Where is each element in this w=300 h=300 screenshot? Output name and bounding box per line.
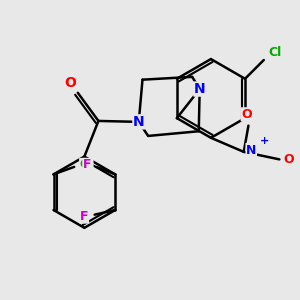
Text: N: N — [194, 82, 206, 96]
Text: N: N — [133, 115, 145, 129]
Text: +: + — [260, 136, 269, 146]
Text: O: O — [64, 76, 76, 90]
Text: -: - — [299, 143, 300, 157]
Text: O: O — [241, 108, 252, 121]
Text: Cl: Cl — [268, 46, 282, 59]
Text: F: F — [80, 210, 88, 223]
Text: O: O — [284, 153, 294, 166]
Text: F: F — [83, 158, 92, 172]
Text: N: N — [246, 143, 256, 157]
Text: Cl: Cl — [80, 158, 93, 172]
